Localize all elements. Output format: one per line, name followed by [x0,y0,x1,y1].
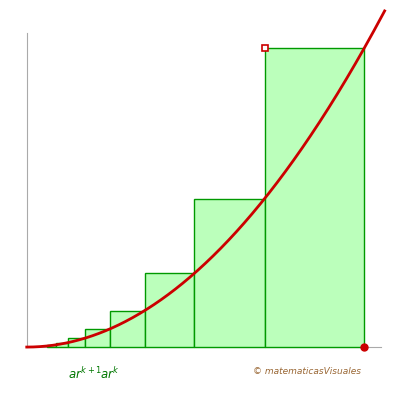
Bar [194,199,264,347]
Bar [110,310,145,347]
Bar [145,274,194,347]
Bar [68,338,85,347]
Bar [85,329,110,347]
Text: © matematicasVisuales: © matematicasVisuales [253,366,361,376]
Bar [56,343,68,347]
Bar [264,48,364,347]
Bar [47,345,56,347]
Text: $ar^{k+1}$: $ar^{k+1}$ [68,366,102,382]
Text: $ar^{k}$: $ar^{k}$ [100,366,120,382]
